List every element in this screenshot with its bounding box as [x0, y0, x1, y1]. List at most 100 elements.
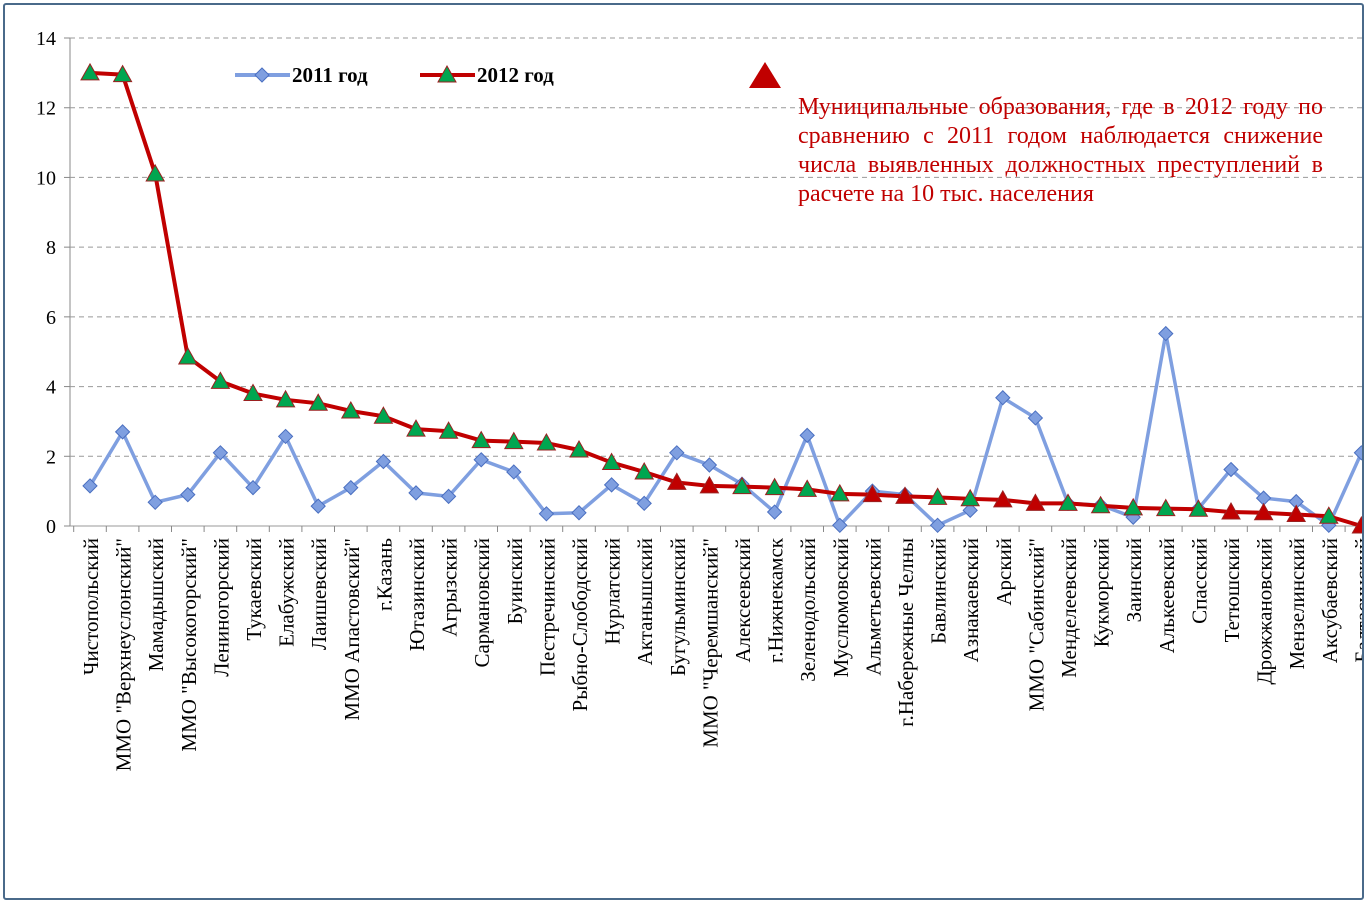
marker [340, 400, 361, 419]
marker [1286, 504, 1307, 522]
marker [310, 498, 326, 514]
marker [1058, 493, 1078, 511]
x-tick-label: г.Нижнекамск [764, 537, 788, 663]
x-tick-label: ММО "Черемшанский" [698, 538, 722, 748]
x-tick-label: Буинский [503, 538, 527, 625]
x-tick-label: Зеленодольский [796, 538, 820, 682]
x-tick-label: Актанышский [633, 538, 657, 665]
x-tick-label: Чистопольский [79, 538, 103, 675]
marker [503, 431, 524, 450]
marker [797, 479, 818, 497]
marker [862, 484, 883, 503]
marker [766, 504, 783, 520]
line-1 [89, 70, 1362, 528]
marker [1353, 445, 1362, 461]
x-tick-label: Нурлатский [601, 538, 625, 645]
marker [895, 486, 915, 504]
marker [506, 464, 522, 480]
marker [471, 430, 492, 449]
marker [995, 390, 1011, 406]
legend-label: 2012 год [477, 63, 554, 87]
marker [473, 452, 489, 468]
marker [145, 163, 166, 182]
marker [177, 346, 198, 365]
legend-marker [437, 64, 457, 83]
y-tick-label: 12 [36, 98, 56, 120]
marker [571, 505, 587, 521]
marker [114, 424, 131, 440]
marker [666, 472, 687, 490]
x-tick-label: Ютазинский [405, 538, 429, 651]
legend-label: 2011 год [292, 63, 368, 87]
x-tick-label: г.Казань [372, 538, 396, 611]
y-tick-label: 8 [46, 237, 56, 259]
x-tick-label: Мамадышский [144, 538, 168, 671]
x-tick-label: Кукморский [1090, 538, 1114, 647]
x-tick-label: Елабужский [275, 538, 299, 647]
marker [962, 502, 978, 519]
y-tick-label: 6 [46, 307, 56, 329]
marker [536, 433, 557, 451]
marker [929, 517, 946, 534]
marker [1318, 506, 1339, 524]
y-tick-label: 2 [46, 446, 56, 468]
marker [538, 506, 555, 522]
marker [1221, 502, 1241, 520]
x-tick-label: Бугульминский [666, 538, 690, 676]
x-tick-label: Балтасинский [1350, 538, 1364, 663]
marker [601, 452, 622, 471]
x-tick-label: Менделеевский [1057, 538, 1081, 678]
marker [634, 461, 655, 480]
marker [147, 494, 163, 511]
y-tick-label: 10 [36, 167, 56, 189]
x-tick-label: Агрызский [438, 538, 462, 637]
annotation-icon [749, 62, 781, 88]
annotation: Муниципальные образования, где в 2012 го… [798, 94, 1323, 207]
marker [80, 62, 100, 81]
marker [275, 389, 296, 408]
x-tick-label: г.Набережные Челны [894, 538, 918, 727]
marker [1188, 499, 1209, 517]
marker [212, 445, 229, 461]
x-tick-label: Лениногорский [209, 538, 233, 677]
x-tick-label: Пестречинский [535, 538, 559, 676]
marker [440, 488, 457, 505]
x-tick-label: Рыбно-Слободский [568, 538, 592, 711]
marker [699, 475, 720, 494]
marker [1223, 461, 1239, 478]
marker [1155, 498, 1176, 517]
marker [701, 457, 718, 473]
x-tick-label: Тукаевский [242, 538, 266, 641]
marker [438, 421, 459, 439]
marker [373, 406, 394, 424]
marker [636, 495, 652, 512]
marker [992, 489, 1013, 508]
marker [603, 477, 620, 493]
marker [408, 485, 424, 501]
marker [1090, 495, 1111, 514]
x-tick-label: Сармановский [470, 538, 494, 668]
marker [375, 453, 392, 470]
y-tick-label: 0 [46, 516, 56, 538]
y-tick-label: 4 [46, 377, 56, 399]
marker [243, 383, 263, 402]
marker [1351, 515, 1362, 534]
marker [927, 487, 948, 505]
x-tick-label: ММО "Высокогорский" [177, 538, 201, 752]
x-tick-label: Тетюшский [1220, 538, 1244, 642]
marker [82, 478, 98, 494]
x-tick-label: ММО "Верхнеуслонский" [112, 538, 136, 771]
marker [732, 476, 752, 495]
x-tick-label: Дрожжановский [1253, 538, 1277, 685]
marker [1123, 497, 1144, 516]
marker [343, 479, 359, 496]
marker [799, 427, 815, 444]
legend-marker [254, 67, 270, 83]
x-tick-label: Мензелинский [1285, 538, 1309, 670]
x-tick-label: Алькеевский [1155, 538, 1179, 653]
marker [1027, 410, 1044, 426]
x-tick-label: Муслюмовский [829, 538, 853, 677]
marker [569, 439, 589, 458]
x-tick-label: Бавлинский [927, 538, 951, 644]
x-tick-label: Альметьевский [861, 538, 885, 676]
